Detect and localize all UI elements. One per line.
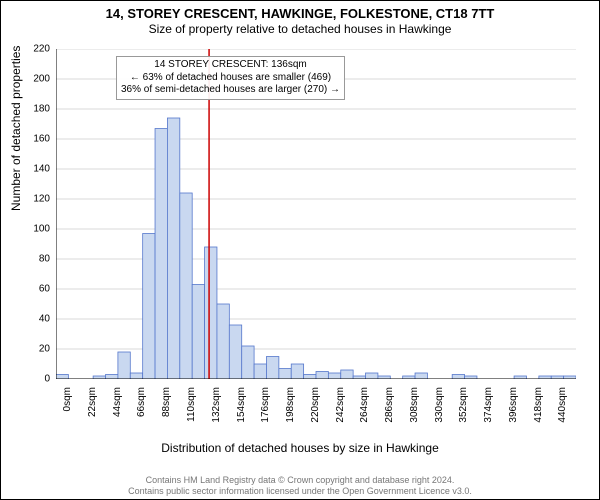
- x-tick-label: 110sqm: [186, 387, 197, 427]
- y-tick-label: 100: [33, 224, 50, 235]
- chart-area: 14 STOREY CRESCENT: 136sqm ← 63% of deta…: [56, 49, 576, 379]
- y-tick-label: 180: [33, 104, 50, 115]
- x-tick-label: 418sqm: [533, 387, 544, 427]
- chart-title-sub: Size of property relative to detached ho…: [1, 22, 599, 36]
- x-tick-label: 176sqm: [260, 387, 271, 427]
- footer-attribution: Contains HM Land Registry data © Crown c…: [1, 475, 599, 497]
- y-tick-label: 120: [33, 194, 50, 205]
- x-tick-label: 154sqm: [236, 387, 247, 427]
- chart-title-main: 14, STOREY CRESCENT, HAWKINGE, FOLKESTON…: [1, 6, 599, 21]
- annotation-line3: 36% of semi-detached houses are larger (…: [121, 84, 340, 97]
- y-tick-label: 20: [39, 344, 50, 355]
- x-tick-label: 308sqm: [409, 387, 420, 427]
- y-tick-label: 60: [39, 284, 50, 295]
- y-tick-label: 0: [44, 374, 50, 385]
- x-tick-label: 88sqm: [161, 387, 172, 427]
- x-tick-label: 396sqm: [508, 387, 519, 427]
- y-tick-label: 160: [33, 134, 50, 145]
- x-tick-label: 22sqm: [87, 387, 98, 427]
- annotation-line2: ← 63% of detached houses are smaller (46…: [121, 72, 340, 85]
- x-tick-label: 264sqm: [359, 387, 370, 427]
- y-tick-label: 200: [33, 74, 50, 85]
- x-tick-label: 220sqm: [310, 387, 321, 427]
- x-tick-label: 132sqm: [211, 387, 222, 427]
- x-tick-label: 0sqm: [62, 387, 73, 427]
- y-tick-label: 80: [39, 254, 50, 265]
- x-tick-label: 374sqm: [483, 387, 494, 427]
- annotation-box: 14 STOREY CRESCENT: 136sqm ← 63% of deta…: [116, 56, 345, 100]
- footer-line1: Contains HM Land Registry data © Crown c…: [1, 475, 599, 486]
- x-tick-label: 44sqm: [112, 387, 123, 427]
- chart-container: 14, STOREY CRESCENT, HAWKINGE, FOLKESTON…: [0, 0, 600, 500]
- y-tick-label: 140: [33, 164, 50, 175]
- x-tick-label: 440sqm: [557, 387, 568, 427]
- x-tick-label: 286sqm: [384, 387, 395, 427]
- y-tick-label: 40: [39, 314, 50, 325]
- x-tick-label: 352sqm: [458, 387, 469, 427]
- x-tick-label: 66sqm: [136, 387, 147, 427]
- x-tick-label: 198sqm: [285, 387, 296, 427]
- x-tick-label: 242sqm: [335, 387, 346, 427]
- y-axis-label: Number of detached properties: [9, 46, 23, 211]
- annotation-line1: 14 STOREY CRESCENT: 136sqm: [121, 59, 340, 72]
- footer-line2: Contains public sector information licen…: [1, 486, 599, 497]
- x-axis-label: Distribution of detached houses by size …: [1, 441, 599, 455]
- x-tick-label: 330sqm: [434, 387, 445, 427]
- y-tick-label: 220: [33, 44, 50, 55]
